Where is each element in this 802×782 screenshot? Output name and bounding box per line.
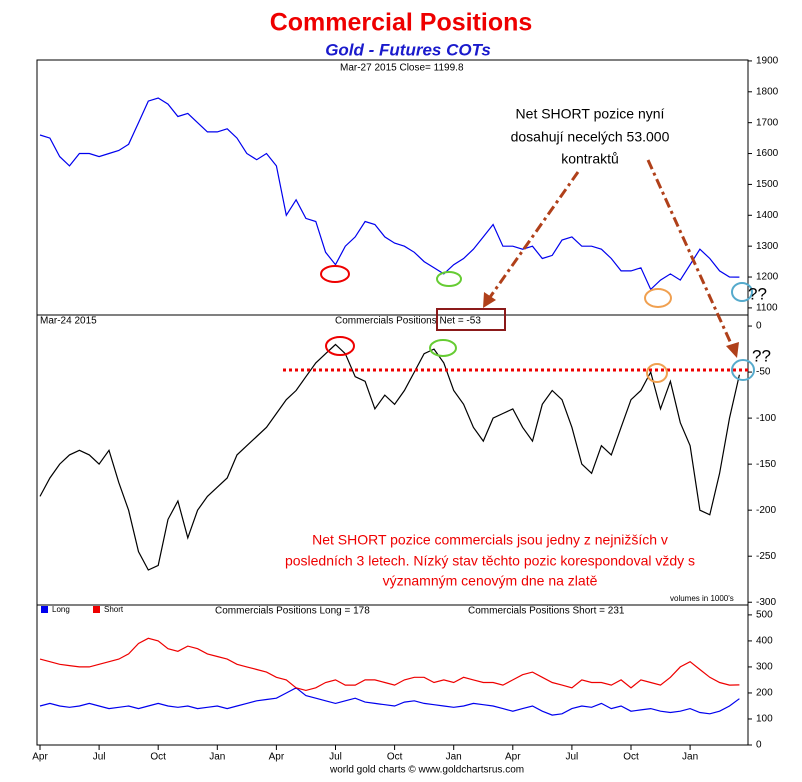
y-tick-label: 1300 [756,241,779,252]
series-line [39,343,740,571]
circle [429,339,457,357]
series-line [39,687,740,716]
y-tick-label: 500 [756,610,773,621]
annotation: Net SHORT pozice nyní [516,106,665,122]
series-line [39,97,740,291]
circle [644,288,672,308]
y-tick-label: 1700 [756,117,779,128]
y-tick-label: -50 [756,367,771,378]
arrow [646,159,735,349]
legend-label: Short [104,605,124,614]
circle [731,359,755,381]
y-tick-label: 1600 [756,148,779,159]
x-tick-label: Oct [150,752,166,763]
x-tick-label: Jul [93,752,106,763]
x-tick-label: Apr [505,752,521,763]
x-tick-label: Apr [269,752,285,763]
panel-header: Commercials Positions Long = 178 [215,606,370,617]
y-tick-label: 0 [756,321,762,332]
y-tick-label: -100 [756,413,776,424]
y-tick-label: 1400 [756,210,779,221]
x-tick-label: Jan [209,752,225,763]
y-tick-label: 1200 [756,272,779,283]
legend-swatch [41,606,48,613]
highlight-box [436,308,506,331]
annotation: významným cenovým dne na zlatě [383,573,598,589]
legend-label: Long [52,605,70,614]
y-tick-label: 1800 [756,86,779,97]
panel-header: Mar-27 2015 Close= 1199.8 [340,63,464,74]
circle [325,336,355,356]
x-tick-label: Jul [329,752,342,763]
annotation: posledních 3 letech. Nízký stav těchto p… [285,553,695,569]
arrowhead [483,292,496,308]
arrowhead [726,342,739,358]
circle [646,363,668,383]
x-tick-label: Apr [32,752,48,763]
y-tick-label: 300 [756,662,773,673]
y-tick-label: 200 [756,688,773,699]
y-tick-label: 0 [756,740,762,751]
y-tick-label: 100 [756,714,773,725]
annotation: Net SHORT pozice commercials jsou jedny … [312,532,668,548]
marks: 1100 1200 1300 1400 1500 1600 1700 1800 1900 0 -50… [32,56,778,763]
y-tick-label: 1900 [756,56,779,67]
y-tick-label: 400 [756,636,773,647]
y-tick-label: 1500 [756,179,779,190]
x-tick-label: Jul [566,752,579,763]
x-tick-label: Oct [387,752,403,763]
annotation: dosahují necelých 53.000 [511,129,670,145]
y-tick-label: -250 [756,551,776,562]
arrow [486,171,580,301]
y-tick-label: -150 [756,459,776,470]
legend-swatch [93,606,100,613]
series-line [39,637,740,692]
x-tick-label: Jan [682,752,698,763]
circle [436,271,462,287]
chart-subtitle: Gold - Futures COTs [325,40,491,59]
x-tick-label: Jan [446,752,462,763]
panel-header: Commercials Positions Short = 231 [468,606,625,617]
units-note: volumes in 1000's [670,594,734,603]
panel-header: Commercials Positions Net = -53 [335,316,481,327]
circle [320,265,350,283]
y-tick-label: -200 [756,505,776,516]
circle [731,282,753,302]
annotation: ?? [752,346,771,365]
circles [320,265,755,383]
chart-title: Commercial Positions [270,9,533,37]
panel-date: Mar-24 2015 [40,316,97,327]
y-tick-label: -300 [756,597,776,608]
footer: world gold charts © www.goldchartsrus.co… [329,765,524,776]
annotation: kontraktů [561,151,619,167]
y-tick-label: 1100 [756,303,778,314]
x-tick-label: Oct [623,752,639,763]
annotation: ?? [748,284,767,303]
